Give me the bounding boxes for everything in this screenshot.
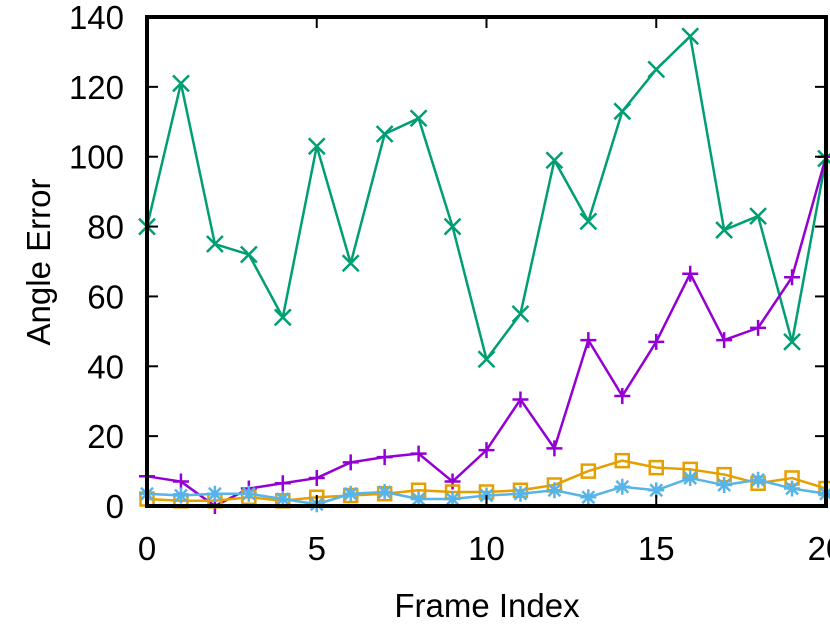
data-point <box>511 305 530 323</box>
data-point <box>512 485 529 502</box>
series-line <box>145 34 828 361</box>
data-point <box>307 137 326 156</box>
data-point <box>784 480 801 497</box>
data-point <box>342 454 359 471</box>
data-point <box>783 332 801 351</box>
data-point <box>546 482 563 499</box>
y-tick-label: 120 <box>69 69 124 106</box>
y-tick-label: 20 <box>87 418 124 455</box>
data-point <box>784 470 800 486</box>
data-point <box>818 480 830 497</box>
data-point <box>172 487 189 504</box>
data-point <box>478 442 495 459</box>
data-point <box>172 473 189 490</box>
tick-layer: 0 5 10 15 20 0 20 40 60 80 100 120 140 <box>69 0 830 567</box>
y-tick-label: 40 <box>87 348 124 385</box>
data-point <box>342 487 359 504</box>
x-tick-label: 20 <box>808 530 830 567</box>
y-axis-title: Angle Error <box>20 179 57 346</box>
data-point <box>409 109 428 128</box>
data-point <box>579 212 598 231</box>
data-point <box>341 254 360 273</box>
data-point <box>648 333 665 350</box>
data-point <box>580 463 597 479</box>
data-point <box>716 477 733 494</box>
data-point <box>648 459 664 476</box>
data-point <box>274 491 291 508</box>
data-point <box>512 482 529 499</box>
data-point <box>478 484 495 500</box>
data-point <box>716 466 732 483</box>
x-tick-label: 10 <box>468 530 505 567</box>
x-tick-label: 15 <box>638 530 675 567</box>
y-tick-label: 0 <box>106 488 124 525</box>
data-point <box>239 245 258 264</box>
data-point <box>376 449 393 466</box>
data-point <box>172 74 190 93</box>
data-point <box>545 151 564 170</box>
data-point <box>444 491 461 508</box>
data-point <box>682 470 699 487</box>
data-point <box>580 489 597 506</box>
y-tick-label: 60 <box>87 278 124 315</box>
data-point <box>749 207 767 225</box>
data-point <box>580 332 597 349</box>
data-point <box>375 125 394 143</box>
data-point <box>206 235 224 253</box>
data-point <box>274 475 291 492</box>
data-point <box>647 60 666 79</box>
data-point <box>546 440 563 457</box>
data-point <box>376 486 393 502</box>
data-point <box>614 452 631 469</box>
series-1 <box>139 148 830 514</box>
data-point <box>614 387 631 404</box>
data-point <box>682 265 699 282</box>
data-point <box>376 484 393 501</box>
data-point <box>784 269 801 286</box>
data-point <box>206 485 223 502</box>
data-point <box>613 102 632 121</box>
data-point <box>444 473 461 490</box>
data-point <box>648 482 665 499</box>
data-point <box>614 478 631 495</box>
data-point <box>715 221 734 239</box>
data-point <box>410 445 427 462</box>
data-point <box>512 391 529 408</box>
data-point <box>240 485 257 502</box>
x-tick-label: 0 <box>138 530 156 567</box>
data-point <box>410 491 427 508</box>
y-tick-label: 140 <box>69 0 124 36</box>
data-point <box>682 461 698 478</box>
series-0 <box>138 27 830 369</box>
y-tick-label: 80 <box>87 209 124 246</box>
x-axis-title: Frame Index <box>394 587 580 624</box>
data-point <box>342 485 359 502</box>
data-point <box>716 332 733 349</box>
plot-frame <box>145 15 828 508</box>
data-point <box>308 470 325 487</box>
data-point <box>681 27 700 46</box>
data-point <box>750 471 767 488</box>
data-point <box>443 217 462 236</box>
series-layer <box>138 27 830 514</box>
data-point <box>410 482 427 499</box>
data-point <box>273 308 292 327</box>
x-tick-label: 5 <box>308 530 326 567</box>
y-tick-label: 100 <box>69 139 124 176</box>
data-point <box>477 350 496 369</box>
data-point <box>750 319 767 336</box>
